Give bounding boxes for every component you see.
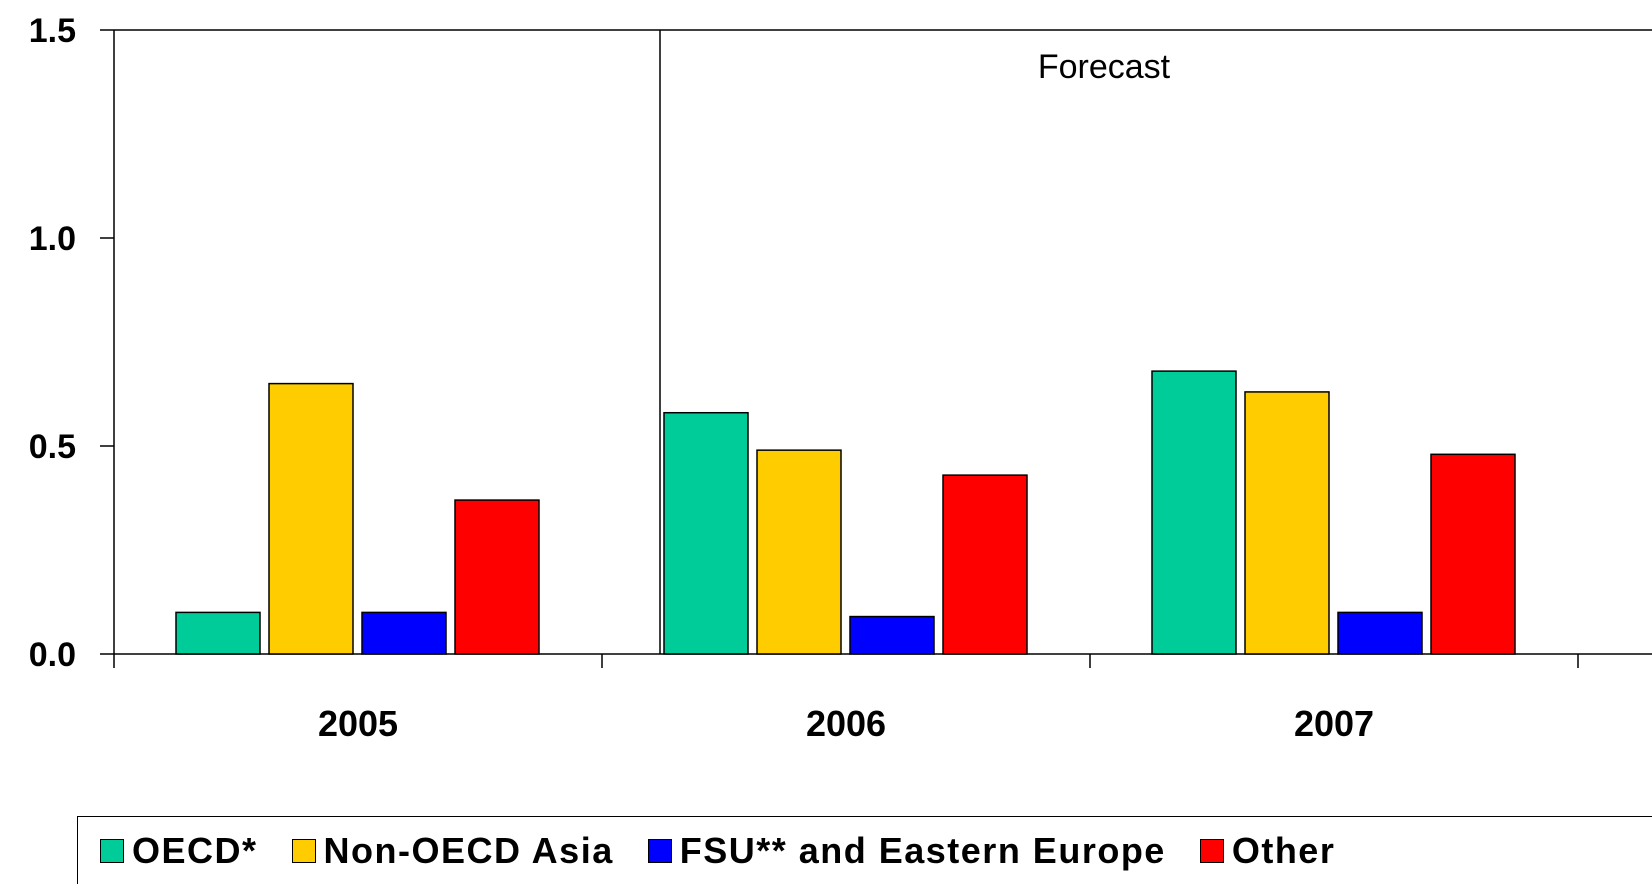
- chart-legend: OECD* Non-OECD Asia FSU** and Eastern Euro…: [77, 816, 1652, 884]
- bar: [1244, 391, 1330, 655]
- bar: [454, 499, 540, 655]
- y-tick-label: 1.0: [29, 220, 76, 258]
- legend-item: Non-OECD Asia: [291, 829, 614, 872]
- forecast-annotation: Forecast: [1038, 48, 1171, 86]
- bar: [361, 611, 447, 655]
- legend-swatch: [291, 838, 316, 863]
- legend-swatch: [1199, 838, 1224, 863]
- x-tick-label: 2006: [806, 703, 886, 744]
- x-tick-label: 2005: [318, 703, 398, 744]
- y-tick-label: 0.5: [29, 428, 76, 466]
- legend-item: FSU** and Eastern Europe: [647, 829, 1166, 872]
- legend-item: Other: [1199, 829, 1336, 872]
- y-axis: 0.0 0.5 1.0 1.5: [29, 12, 1652, 674]
- bar: [1337, 611, 1423, 655]
- bar: [268, 382, 354, 655]
- bars: [175, 370, 1516, 655]
- bar: [663, 411, 749, 655]
- legend-label: FSU** and Eastern Europe: [679, 829, 1166, 871]
- bar: [849, 615, 935, 655]
- bar: [175, 611, 261, 655]
- bar: [756, 449, 842, 655]
- y-tick-label: 1.5: [29, 12, 76, 50]
- x-tick-label: 2007: [1294, 703, 1374, 744]
- bar: [1430, 453, 1516, 655]
- y-tick-label: 0.0: [29, 636, 76, 674]
- legend-swatch: [647, 838, 672, 863]
- legend-item: OECD*: [100, 830, 258, 872]
- legend-label: Other: [1231, 829, 1336, 871]
- bar: [1151, 370, 1237, 655]
- legend-label: OECD*: [132, 829, 258, 871]
- x-axis: 2005 2006 2007: [113, 653, 1652, 744]
- legend-label: Non-OECD Asia: [323, 829, 614, 871]
- legend-swatch: [100, 838, 124, 863]
- bar: [942, 474, 1028, 655]
